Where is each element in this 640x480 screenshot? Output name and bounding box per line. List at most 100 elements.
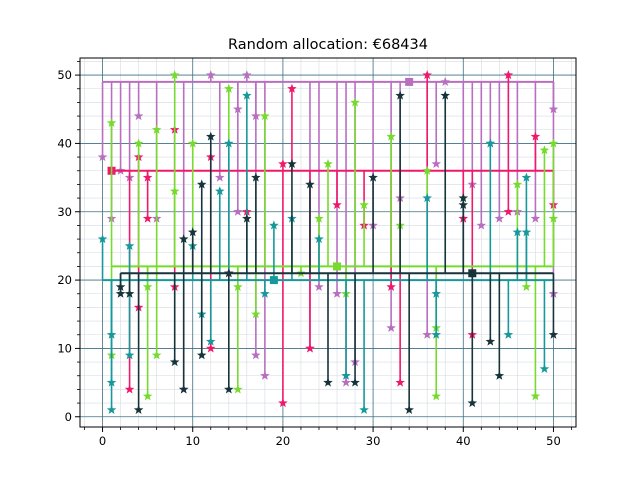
data-point: [341, 370, 351, 380]
data-point: [224, 384, 234, 394]
data-point: [124, 384, 135, 394]
data-point: [242, 213, 252, 223]
data-point: [422, 329, 432, 339]
data-point: [395, 377, 405, 387]
data-point: [106, 329, 117, 339]
data-point: [187, 227, 198, 237]
x-tick-label: 50: [546, 434, 561, 448]
data-point: [169, 70, 180, 80]
data-point: [97, 234, 108, 244]
y-tick-label: 10: [57, 341, 72, 355]
data-point: [395, 90, 405, 100]
data-point: [124, 240, 135, 250]
data-point: [494, 370, 505, 380]
data-point: [314, 213, 324, 223]
data-point: [350, 377, 360, 387]
data-point: [206, 131, 216, 141]
data-point: [287, 83, 297, 93]
data-point: [323, 158, 333, 168]
data-point: [169, 357, 180, 367]
data-point: [251, 350, 261, 360]
y-tick-label: 0: [65, 410, 72, 424]
axis-ticks: 0 10 20 30 40 50 0 10 20 30 40 50: [57, 61, 572, 448]
data-point: [467, 398, 478, 408]
data-point: [314, 234, 324, 244]
data-point: [332, 288, 342, 298]
data-point: [106, 377, 117, 387]
data-point: [512, 179, 523, 189]
data-point: [539, 363, 550, 373]
data-point: [133, 404, 144, 414]
data-point: [206, 336, 216, 346]
data-point: [224, 83, 234, 93]
data-point: [341, 377, 351, 387]
data-point: [106, 404, 117, 414]
series-layer: [97, 70, 559, 414]
x-tick-label: 40: [456, 434, 471, 448]
data-point: [350, 97, 360, 107]
data-point: [548, 104, 559, 114]
data-point: [206, 70, 216, 80]
data-point: [458, 193, 469, 203]
data-point: [521, 281, 532, 291]
data-point: [476, 220, 487, 230]
data-point: [386, 131, 396, 141]
data-point: [431, 329, 441, 339]
plot-frame: [79, 57, 577, 428]
data-point: [386, 322, 396, 332]
data-point: [151, 350, 162, 360]
data-point: [242, 70, 252, 80]
data-point: [106, 117, 117, 127]
data-point: [215, 172, 225, 182]
data-point: [521, 227, 532, 237]
data-point: [386, 281, 396, 291]
data-point: [269, 220, 279, 230]
data-point: [233, 384, 243, 394]
data-point: [142, 213, 153, 223]
data-point: [142, 391, 153, 401]
data-point: [169, 186, 180, 196]
x-tick-label: 20: [276, 434, 291, 448]
hub-marker: [269, 276, 278, 285]
data-point: [224, 268, 234, 278]
data-point: [422, 193, 432, 203]
data-point: [494, 213, 505, 223]
data-point: [260, 111, 270, 121]
data-point: [422, 165, 432, 175]
data-point: [485, 336, 496, 346]
data-point: [97, 152, 108, 162]
data-point: [178, 234, 189, 244]
y-tick-label: 50: [57, 68, 72, 82]
chart-title: Random allocation: €68434: [228, 37, 428, 53]
data-point: [260, 370, 270, 380]
data-point: [548, 213, 559, 223]
data-point: [512, 227, 523, 237]
y-tick-label: 20: [57, 273, 72, 287]
data-point: [503, 206, 514, 216]
data-point: [142, 281, 153, 291]
data-point: [233, 104, 243, 114]
data-point: [530, 213, 541, 223]
data-point: [431, 391, 441, 401]
data-point: [278, 158, 288, 168]
y-tick-label: 40: [57, 136, 72, 150]
data-point: [485, 138, 496, 148]
data-point: [521, 172, 532, 182]
x-tick-label: 30: [366, 434, 381, 448]
data-point: [503, 70, 514, 80]
hub-marker: [333, 262, 342, 271]
data-point: [233, 281, 243, 291]
data-point: [178, 384, 189, 394]
data-point: [133, 111, 144, 121]
data-point: [251, 309, 261, 319]
data-point: [530, 391, 541, 401]
data-point: [260, 288, 270, 298]
data-point: [124, 350, 135, 360]
data-point: [305, 343, 315, 353]
series-4: [115, 90, 559, 414]
data-point: [431, 158, 441, 168]
data-point: [548, 329, 559, 339]
data-point: [440, 76, 450, 86]
data-point: [196, 350, 207, 360]
